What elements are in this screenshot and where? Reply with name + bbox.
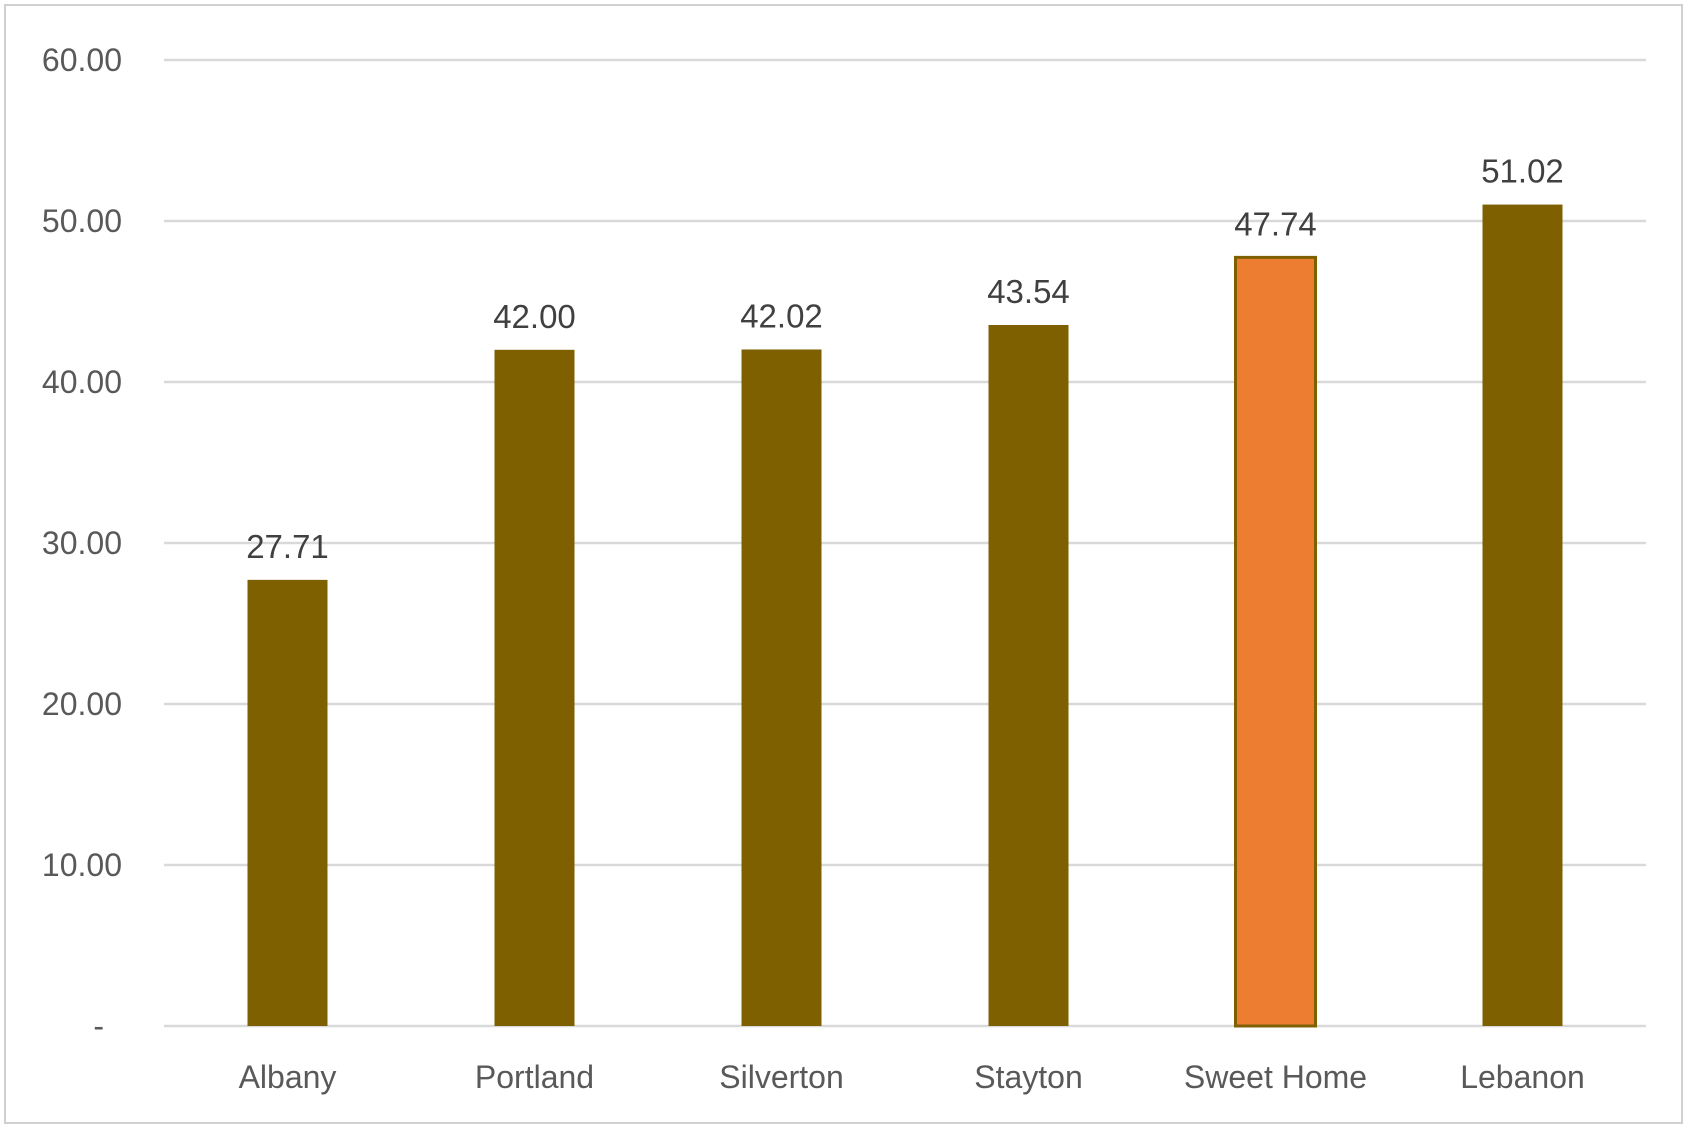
data-label: 27.71 xyxy=(246,528,329,565)
bar xyxy=(1482,204,1563,1026)
data-label: 47.74 xyxy=(1234,205,1317,242)
bar xyxy=(247,579,328,1026)
bar xyxy=(988,325,1069,1027)
y-tick-label: 30.00 xyxy=(42,525,122,561)
chart-frame: - 10.00 20.00 30.00 40.00 50.00 60.00 27.71 42.… xyxy=(4,4,1683,1124)
category-label: Silverton xyxy=(719,1059,844,1095)
category-label: Stayton xyxy=(974,1059,1083,1095)
y-tick-label: 50.00 xyxy=(42,203,122,239)
bar xyxy=(494,349,575,1026)
data-label: 51.02 xyxy=(1481,153,1564,190)
y-tick-label: 60.00 xyxy=(42,42,122,78)
bar xyxy=(1234,255,1317,1028)
y-tick-label: - xyxy=(93,1008,104,1044)
data-label: 42.02 xyxy=(740,297,823,334)
bar xyxy=(741,349,822,1026)
category-label: Albany xyxy=(239,1059,337,1095)
category-label: Lebanon xyxy=(1460,1059,1585,1095)
category-label: Portland xyxy=(475,1059,594,1095)
y-axis-tick-labels: - 10.00 20.00 30.00 40.00 50.00 60.00 xyxy=(42,42,122,1044)
gridlines xyxy=(164,58,1646,1028)
bar-chart: - 10.00 20.00 30.00 40.00 50.00 60.00 27.71 42.… xyxy=(42,42,1646,1095)
y-tick-label: 40.00 xyxy=(42,364,122,400)
x-axis-category-labels: Albany Portland Silverton Stayton Sweet Home… xyxy=(239,1059,1585,1095)
category-label: Sweet Home xyxy=(1184,1059,1367,1095)
data-label: 43.54 xyxy=(987,273,1070,310)
data-label: 42.00 xyxy=(493,298,576,335)
y-tick-label: 20.00 xyxy=(42,686,122,722)
y-tick-label: 10.00 xyxy=(42,847,122,883)
bars xyxy=(247,204,1563,1028)
data-labels: 27.71 42.00 42.02 43.54 47.74 51.02 xyxy=(246,153,1564,565)
